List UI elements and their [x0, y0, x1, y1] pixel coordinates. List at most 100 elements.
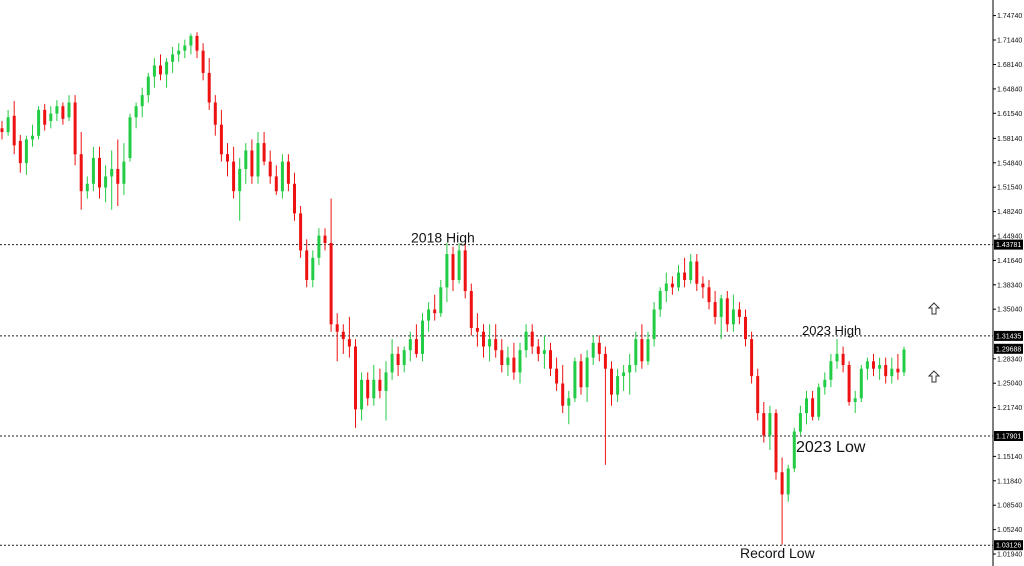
candle: [524, 324, 528, 358]
candle-body: [616, 376, 620, 395]
candle: [286, 154, 290, 192]
candle-body: [463, 250, 467, 292]
candle: [847, 361, 851, 406]
price-tick-label: 1.58140: [997, 136, 1022, 143]
candle: [85, 176, 89, 199]
candle-body: [18, 140, 22, 164]
candle: [652, 302, 656, 347]
candle-body: [817, 387, 821, 417]
candle: [183, 39, 187, 59]
candle-body: [811, 398, 815, 417]
candle-body: [43, 109, 47, 125]
annotation-2: 2023 High: [802, 323, 861, 338]
current-price-label-text: 1.29688: [996, 346, 1021, 353]
price-tick-label: 1.15140: [997, 454, 1022, 461]
candle: [433, 294, 437, 321]
candle-body: [451, 254, 455, 280]
candle: [280, 154, 284, 199]
candle: [73, 95, 77, 166]
candle-body: [183, 45, 187, 51]
candle: [792, 427, 796, 473]
candle-body: [61, 106, 65, 119]
candle: [890, 357, 894, 384]
candle: [189, 33, 193, 55]
price-tick-label: 1.48240: [997, 209, 1022, 216]
candle: [128, 113, 132, 162]
candle-body: [829, 361, 833, 380]
candle-body: [189, 35, 193, 46]
candle-body: [299, 213, 303, 251]
candle-body: [549, 350, 552, 369]
candle-body: [725, 298, 729, 325]
candle: [737, 302, 741, 325]
candle: [719, 294, 723, 340]
candle-body: [116, 169, 120, 184]
candle-body: [628, 365, 632, 373]
candle-body: [658, 291, 662, 310]
candle-body: [500, 350, 504, 365]
candle-body: [128, 117, 132, 158]
price-tick-label: 1.71440: [997, 38, 1022, 45]
candle-body: [347, 339, 351, 347]
candle-body: [719, 298, 723, 317]
candle-body: [323, 235, 327, 243]
candle-body: [286, 161, 290, 184]
price-tick-label: 1.74740: [997, 13, 1022, 20]
candle: [305, 239, 309, 288]
candle-body: [750, 339, 754, 377]
candle-body: [902, 349, 906, 373]
candle: [12, 101, 16, 155]
candle-body: [341, 331, 345, 340]
candle: [500, 339, 504, 373]
candle: [360, 372, 364, 421]
candle-body: [695, 261, 699, 284]
candle-body: [457, 250, 461, 280]
candle-body: [865, 361, 869, 369]
price-tick-label: 1.11840: [997, 478, 1022, 485]
candle-body: [542, 350, 546, 354]
candle-body: [226, 154, 229, 162]
candle: [634, 331, 638, 373]
level-lines: [0, 244, 993, 546]
candle: [756, 368, 760, 421]
candle-body: [774, 413, 778, 473]
candle: [213, 95, 217, 136]
candle: [469, 283, 473, 336]
level-price-label-2: 1.31435: [994, 330, 1023, 341]
candle-body: [238, 169, 242, 192]
candle: [823, 372, 827, 395]
candle: [878, 357, 882, 380]
candle-body: [518, 350, 522, 373]
candle-body: [207, 72, 211, 103]
candle-body: [317, 235, 321, 258]
candle: [567, 390, 571, 425]
candle-body: [756, 376, 760, 414]
candle-body: [79, 154, 83, 192]
candle-body: [256, 143, 260, 177]
level-price-label-2-text: 1.31435: [996, 333, 1021, 340]
candle: [329, 198, 333, 332]
candle-body: [512, 357, 516, 373]
candle-body: [737, 309, 741, 317]
candle: [628, 353, 632, 395]
candle: [457, 243, 461, 284]
candle: [159, 54, 162, 81]
candle: [110, 150, 114, 210]
candle: [884, 357, 888, 384]
candle-body: [12, 115, 16, 146]
candle: [439, 279, 443, 317]
candle-body: [469, 291, 473, 328]
candle-body: [244, 150, 248, 169]
candle-body: [677, 272, 680, 288]
candle: [177, 43, 181, 62]
candle: [0, 121, 4, 140]
price-tick-label: 1.54840: [997, 160, 1022, 167]
candle: [311, 250, 315, 288]
candle-body: [122, 161, 126, 184]
candle-body: [378, 379, 382, 391]
candle-body: [591, 342, 595, 358]
candle-body: [890, 368, 894, 377]
candle: [750, 331, 754, 384]
candle: [646, 331, 650, 365]
candle: [61, 102, 65, 125]
